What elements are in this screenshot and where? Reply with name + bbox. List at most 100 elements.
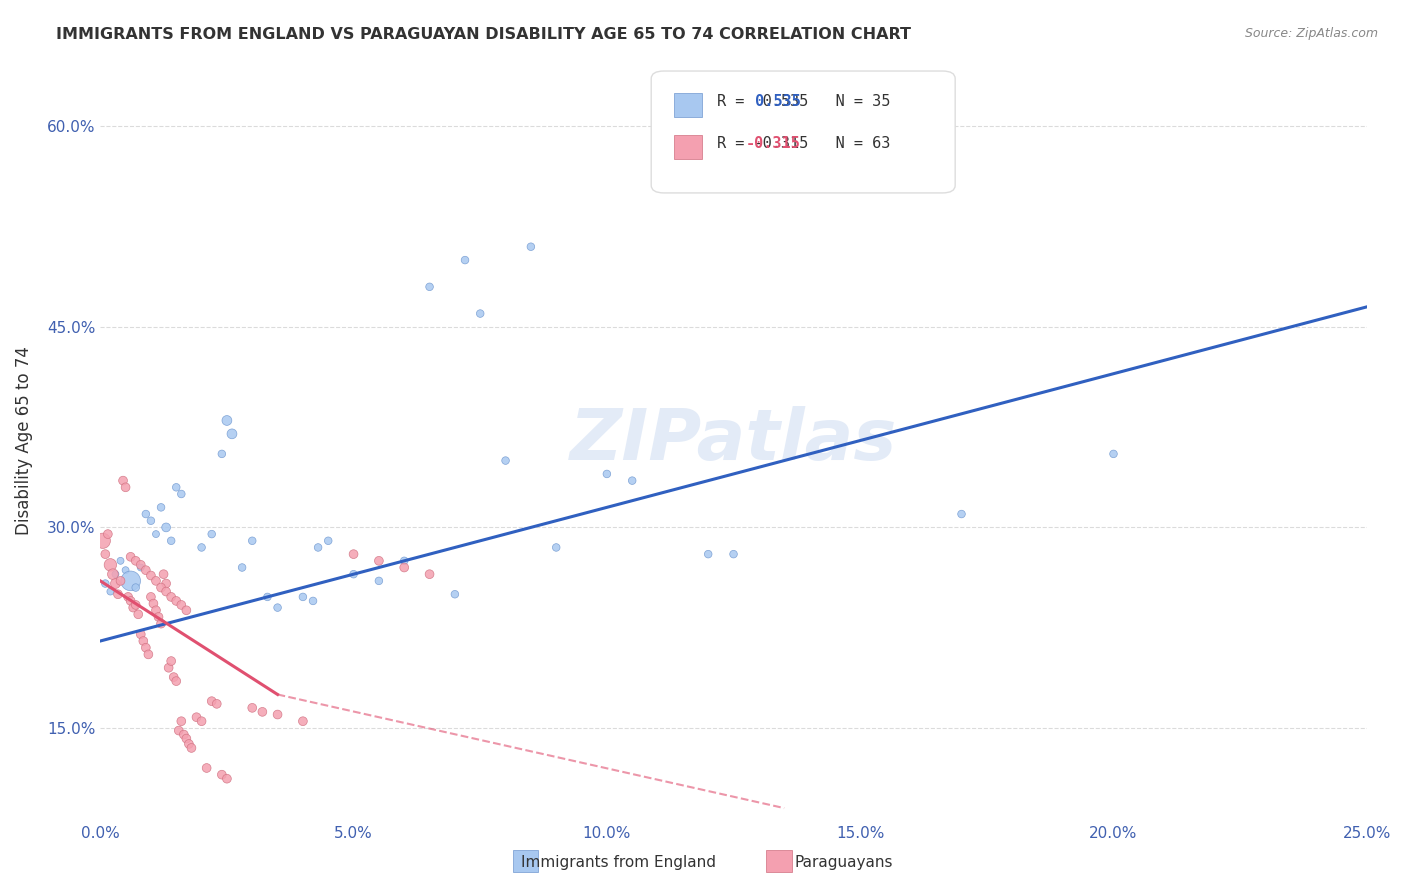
FancyBboxPatch shape (651, 71, 955, 193)
Point (129, 627, 152, 641)
Point (160, 533, 183, 548)
Point (129, 560, 152, 574)
Point (110, 554, 132, 568)
Point (155, 584, 177, 599)
Point (221, 426, 243, 441)
Text: Immigrants from England: Immigrants from England (522, 855, 716, 870)
Point (170, 714, 193, 729)
FancyBboxPatch shape (673, 136, 702, 159)
Point (215, 772, 238, 786)
Text: IMMIGRANTS FROM ENGLAND VS PARAGUAYAN DISABILITY AGE 65 TO 74 CORRELATION CHART: IMMIGRANTS FROM ENGLAND VS PARAGUAYAN DI… (56, 27, 911, 42)
Point (122, 600, 145, 615)
Point (160, 590, 183, 604)
Point (201, 694, 224, 708)
Point (419, 567, 441, 582)
Point (125, 598, 148, 612)
Point (139, 568, 162, 582)
Point (127, 607, 149, 622)
Point (110, 574, 132, 588)
Point (120, 549, 142, 564)
Point (139, 590, 162, 604)
Point (316, 533, 339, 548)
Point (621, 474, 644, 488)
Point (135, 507, 157, 521)
Point (160, 654, 183, 668)
Point (94, 547, 117, 561)
Point (495, 453, 517, 467)
Bar (513, 850, 538, 872)
Point (139, 514, 162, 528)
Point (145, 603, 167, 617)
Point (190, 541, 212, 555)
Point (129, 558, 152, 572)
Point (342, 567, 364, 582)
Point (697, 547, 720, 561)
Text: R = -0.315   N = 63: R = -0.315 N = 63 (717, 136, 890, 151)
Point (114, 480, 136, 494)
Text: Source: ZipAtlas.com: Source: ZipAtlas.com (1244, 27, 1378, 40)
Point (157, 661, 180, 675)
Point (176, 731, 198, 746)
FancyBboxPatch shape (673, 94, 702, 117)
Text: ZIPatlas: ZIPatlas (569, 406, 897, 475)
Point (266, 600, 288, 615)
Point (596, 467, 619, 481)
Point (367, 554, 389, 568)
Point (367, 574, 389, 588)
Point (392, 554, 415, 568)
Point (252, 705, 274, 719)
Point (546, 541, 568, 555)
Point (173, 728, 195, 742)
Point (148, 610, 170, 624)
Point (120, 594, 142, 608)
Point (291, 590, 314, 604)
Point (190, 714, 212, 729)
Point (520, 240, 543, 254)
Point (152, 567, 174, 582)
Point (170, 487, 193, 501)
Point (107, 587, 129, 601)
Point (302, 594, 325, 608)
Point (120, 574, 142, 588)
Point (125, 581, 148, 595)
Point (114, 563, 136, 577)
Point (155, 576, 177, 591)
Point (177, 737, 200, 751)
Point (211, 447, 233, 461)
Point (240, 533, 263, 548)
Point (1102, 447, 1125, 461)
Point (419, 280, 441, 294)
Point (100, 558, 122, 572)
Point (117, 590, 139, 604)
Point (104, 567, 127, 582)
Text: 0.535: 0.535 (747, 94, 801, 109)
Point (165, 480, 187, 494)
Text: R =  0.535   N = 35: R = 0.535 N = 35 (717, 94, 890, 109)
Point (240, 701, 263, 715)
Point (165, 594, 187, 608)
Point (132, 634, 155, 648)
Point (100, 584, 122, 599)
Point (256, 590, 278, 604)
Point (94, 576, 117, 591)
Point (112, 474, 135, 488)
Point (163, 670, 186, 684)
Point (723, 547, 745, 561)
Point (195, 761, 218, 775)
Point (104, 576, 127, 591)
Point (150, 581, 173, 595)
Point (138, 648, 160, 662)
Point (342, 547, 364, 561)
Point (155, 520, 177, 534)
Point (186, 710, 208, 724)
Point (950, 507, 973, 521)
Point (145, 527, 167, 541)
Point (205, 697, 228, 711)
Point (145, 574, 167, 588)
Point (291, 714, 314, 729)
Point (170, 598, 193, 612)
Point (176, 603, 198, 617)
Point (444, 587, 467, 601)
Point (135, 640, 157, 655)
Point (125, 554, 148, 568)
